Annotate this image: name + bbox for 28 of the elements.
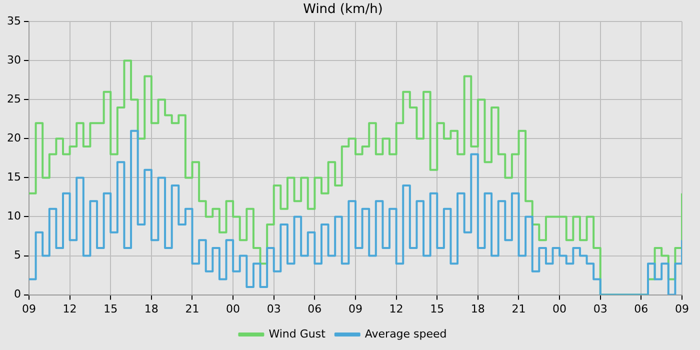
y-tick-label: 35 [6,14,21,28]
x-tick-label: 03 [266,302,281,316]
x-tick-label: 18 [470,302,485,316]
x-tick-label: 06 [308,302,322,316]
y-tick-label: 20 [6,132,21,145]
y-tick-label: 15 [6,170,21,184]
x-tick-label: 21 [512,302,526,316]
y-tick-label: 25 [6,92,21,106]
y-tick-label: 30 [6,53,21,66]
legend-label: Wind Gust [268,327,326,340]
x-tick-label: 00 [552,302,567,316]
x-tick-label: 03 [593,302,608,316]
x-tick-label: 12 [389,302,404,316]
x-tick-label: 15 [430,302,444,316]
x-tick-label: 00 [226,302,240,316]
x-tick-label: 18 [144,302,158,316]
y-tick-label: 0 [14,288,21,301]
x-tick-label: 06 [634,302,648,316]
x-tick-label: 09 [348,302,362,316]
x-tick-label: 09 [675,302,689,316]
x-tick-label: 09 [22,302,36,316]
x-tick-label: 12 [62,302,77,316]
x-tick-label: 21 [185,302,200,316]
chart-title: Wind (km/h) [303,2,383,18]
y-tick-label: 5 [14,248,21,262]
y-tick-label: 10 [6,210,21,223]
legend-label: Average speed [364,327,447,340]
x-tick-label: 15 [104,302,118,316]
